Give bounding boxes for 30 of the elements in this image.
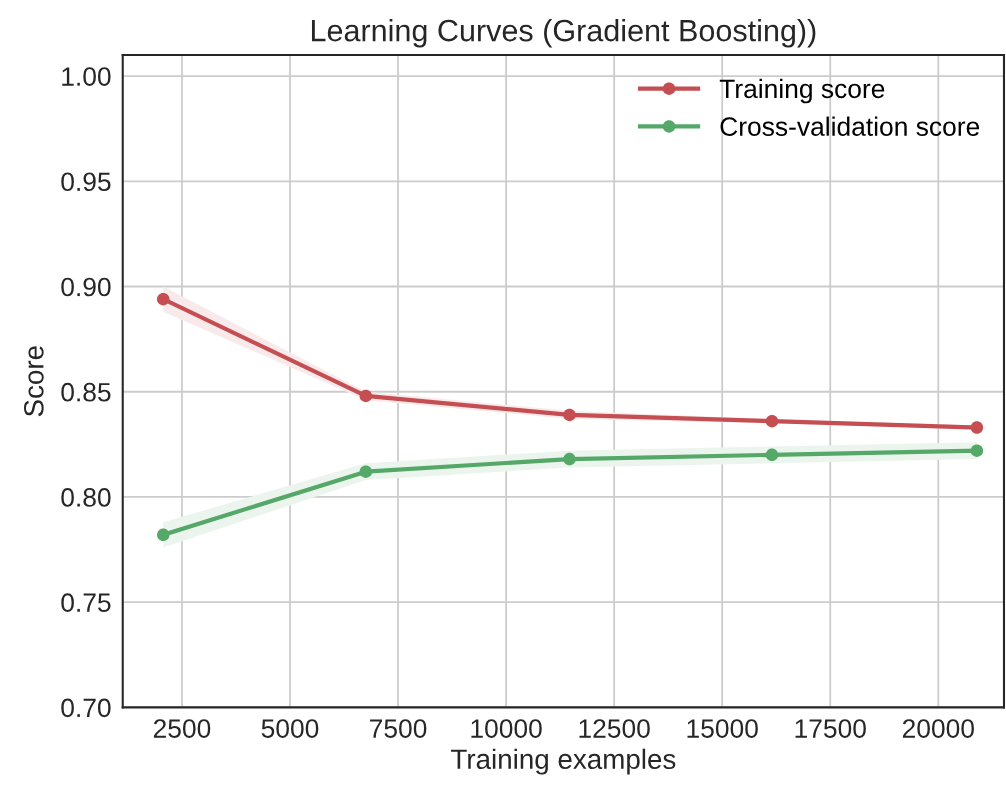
point [156, 292, 170, 306]
x-tick-label: 5000 [261, 719, 319, 738]
x-tick-label: 17500 [795, 719, 866, 738]
y-tick-label: 1.00 [62, 67, 111, 86]
x-tick-label: 12500 [579, 719, 650, 738]
x-tick-label: 10000 [471, 719, 542, 738]
point [359, 465, 373, 478]
y-tick-label: 0.95 [61, 172, 111, 192]
point [765, 414, 779, 428]
point [359, 389, 373, 403]
y-axis-title: Score [23, 346, 44, 417]
x-tick-label: 7500 [370, 719, 427, 738]
x-tick-label: 2500 [153, 719, 211, 738]
point [563, 408, 576, 422]
y-tick-label: 0.90 [61, 277, 111, 297]
point [765, 448, 779, 462]
y-tick-label: 0.80 [61, 488, 111, 507]
point [970, 444, 984, 457]
chart-title: Learning Curves (Gradient Boosting)) [311, 18, 816, 48]
x-tick-label: 20000 [902, 719, 974, 738]
x-axis-title: Training examples [451, 748, 676, 775]
point [970, 421, 984, 434]
y-tick-label: 0.85 [61, 382, 111, 402]
legend-label: Training score [719, 78, 885, 104]
x-tick-label: 15000 [687, 719, 758, 738]
point [156, 528, 170, 542]
point [563, 452, 576, 466]
y-tick-label: 0.70 [61, 698, 111, 718]
y-tick-label: 0.75 [61, 593, 111, 612]
legend-label: Cross-validation score [720, 116, 980, 136]
